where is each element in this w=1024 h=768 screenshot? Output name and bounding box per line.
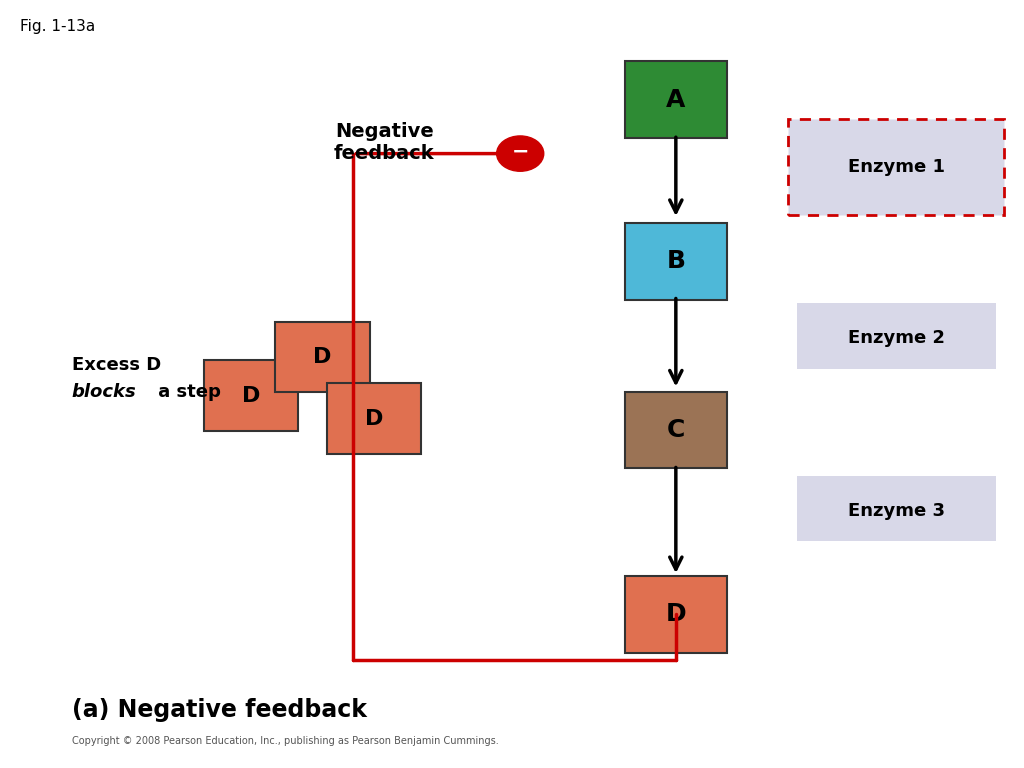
Text: blocks: blocks: [72, 382, 136, 401]
FancyBboxPatch shape: [797, 303, 996, 369]
Text: −: −: [511, 142, 529, 162]
Text: D: D: [313, 347, 332, 367]
Text: C: C: [667, 418, 685, 442]
FancyBboxPatch shape: [625, 392, 727, 468]
Text: Copyright © 2008 Pearson Education, Inc., publishing as Pearson Benjamin Cumming: Copyright © 2008 Pearson Education, Inc.…: [72, 736, 499, 746]
Text: (a) Negative feedback: (a) Negative feedback: [72, 698, 367, 723]
FancyBboxPatch shape: [327, 383, 421, 454]
Text: Enzyme 3: Enzyme 3: [848, 502, 944, 520]
Text: B: B: [667, 249, 685, 273]
Text: D: D: [365, 409, 383, 429]
FancyBboxPatch shape: [625, 61, 727, 138]
Text: a step: a step: [152, 382, 220, 401]
Text: Negative
feedback: Negative feedback: [334, 121, 434, 163]
Text: Enzyme 1: Enzyme 1: [848, 158, 944, 177]
Text: D: D: [666, 602, 686, 627]
FancyBboxPatch shape: [788, 119, 1004, 215]
Text: Fig. 1-13a: Fig. 1-13a: [20, 19, 95, 35]
Circle shape: [497, 136, 544, 171]
FancyBboxPatch shape: [625, 576, 727, 653]
Text: D: D: [242, 386, 260, 406]
Text: Enzyme 2: Enzyme 2: [848, 329, 944, 347]
FancyBboxPatch shape: [204, 360, 298, 431]
FancyBboxPatch shape: [625, 223, 727, 300]
FancyBboxPatch shape: [797, 476, 996, 541]
FancyBboxPatch shape: [275, 322, 370, 392]
Text: Excess D: Excess D: [72, 356, 161, 374]
Text: A: A: [667, 88, 685, 112]
